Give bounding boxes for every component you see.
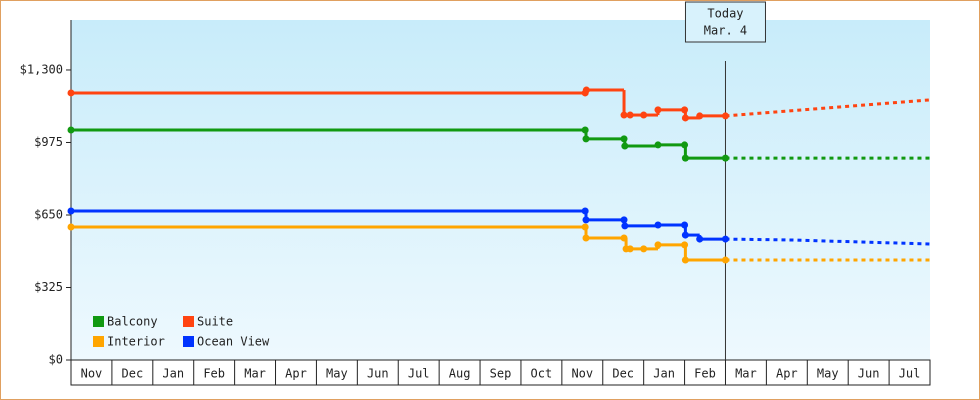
point (620, 135, 628, 143)
point (681, 141, 689, 149)
forecast-line (725, 98, 931, 118)
point (581, 126, 589, 134)
point (681, 114, 689, 122)
x-tick-label: Dec (612, 367, 634, 381)
point (621, 222, 629, 230)
x-tick-label: Apr (285, 367, 307, 381)
x-tick-label: Nov (81, 367, 103, 381)
legend-label: Interior (107, 335, 165, 349)
x-tick-label: Jul (899, 367, 921, 381)
point (696, 235, 704, 243)
x-tick-label: Jan (162, 367, 184, 381)
x-tick-label: Jan (653, 367, 675, 381)
point (581, 207, 589, 215)
legend-label: Balcony (107, 315, 158, 329)
x-tick-label: May (326, 367, 348, 381)
x-tick-label: Sep (490, 367, 512, 381)
point (681, 256, 689, 264)
x-tick-label: Jul (408, 367, 430, 381)
point (581, 223, 589, 231)
x-tick-label: May (817, 367, 839, 381)
x-tick-label: Jun (858, 367, 880, 381)
point (640, 111, 648, 119)
forecast-line (725, 237, 931, 246)
point (582, 86, 590, 94)
point (696, 112, 704, 120)
x-tick-label: Apr (776, 367, 798, 381)
today-label: Today (707, 7, 743, 21)
point (681, 154, 689, 162)
point (654, 221, 662, 229)
legend-swatch (93, 316, 104, 327)
legend-swatch (93, 336, 104, 347)
plot-area (71, 20, 930, 360)
y-tick-label: $325 (34, 280, 63, 294)
x-axis-band (70, 359, 931, 386)
y-tick-label: $650 (34, 207, 63, 221)
point (681, 241, 689, 249)
point (620, 216, 628, 224)
x-tick-label: Jun (367, 367, 389, 381)
point (67, 223, 75, 231)
point (721, 154, 729, 162)
x-tick-label: Mar (735, 367, 757, 381)
point (640, 245, 648, 253)
point (681, 231, 689, 239)
x-tick-label: Mar (244, 367, 266, 381)
point (626, 245, 634, 253)
point (721, 235, 729, 243)
legend-label: Suite (197, 315, 233, 329)
point (582, 234, 590, 242)
point (582, 216, 590, 224)
point (626, 111, 634, 119)
x-tick-label: Nov (571, 367, 593, 381)
point (681, 221, 689, 229)
point (582, 135, 590, 143)
point (67, 126, 75, 134)
point (721, 112, 729, 120)
point (681, 106, 689, 114)
point (654, 106, 662, 114)
today-box (684, 1, 766, 43)
x-tick-label: Feb (203, 367, 225, 381)
legend-swatch (183, 336, 194, 347)
x-tick-label: Feb (694, 367, 716, 381)
x-tick-label: Dec (122, 367, 144, 381)
point (721, 256, 729, 264)
y-tick-label: $0 (49, 353, 63, 367)
point (67, 89, 75, 97)
point (621, 142, 629, 150)
legend-swatch (183, 316, 194, 327)
y-tick-label: $975 (34, 135, 63, 149)
point (654, 141, 662, 149)
point (620, 111, 628, 119)
legend-label: Ocean View (197, 335, 270, 349)
y-tick-label: $1,300 (20, 62, 63, 76)
point (620, 234, 628, 242)
point (67, 207, 75, 215)
x-tick-label: Aug (449, 367, 471, 381)
x-tick-label: Oct (531, 367, 553, 381)
point (654, 241, 662, 249)
today-label: Mar. 4 (704, 24, 747, 38)
